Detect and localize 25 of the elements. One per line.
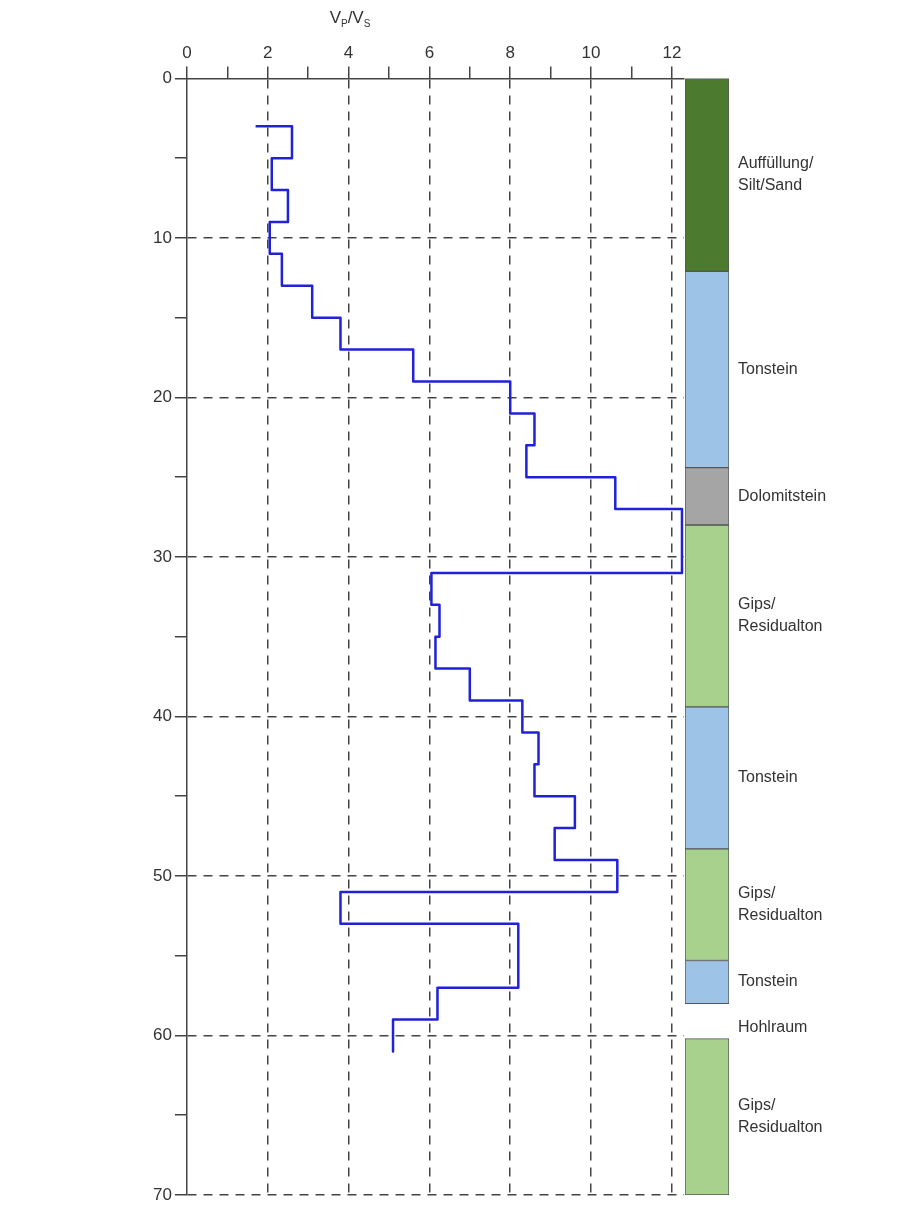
y-tick-label: 70 [152, 1184, 172, 1204]
x-axis-title: V$_{P}$/V$_{S}$ [328, 8, 372, 30]
x-tick-label: 8 [505, 42, 515, 62]
y-tick-label: 60 [152, 1025, 172, 1045]
x-tick-label: 2 [263, 42, 273, 62]
x-tick-label: 12 [662, 42, 682, 62]
x-tick-label: 0 [182, 42, 192, 62]
y-tick-label: 40 [152, 706, 172, 726]
annotation: Hohlraum [738, 1017, 808, 1035]
series-label: Tonstein [738, 972, 798, 990]
series-label: Tonstein [738, 359, 798, 377]
y-tick-label: 20 [152, 387, 172, 407]
series-label: Auffüllung/ Silt/Sand [738, 154, 814, 194]
x-tick-label: 10 [581, 42, 601, 62]
y-tick-label: 30 [152, 546, 172, 566]
series-label: Gips/ Residualton [738, 884, 823, 924]
x-tick-label: 6 [424, 42, 435, 62]
series-label: Tonstein [738, 768, 798, 786]
x-tick-label: 4 [343, 42, 354, 62]
y-tick-label: 10 [152, 227, 172, 247]
series-label: Dolomitstein [738, 486, 827, 504]
series-label: Gips/ Residualton [738, 1096, 823, 1136]
y-tick-label: 0 [162, 68, 172, 88]
series-label: Gips/ Residualton [738, 595, 823, 635]
y-tick-label: 50 [152, 865, 172, 885]
